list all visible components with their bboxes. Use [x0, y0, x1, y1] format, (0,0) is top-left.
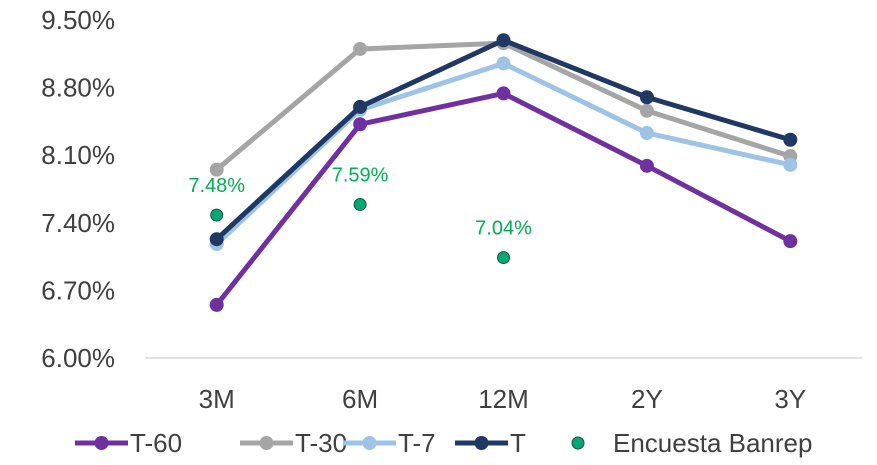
series-point-t-7 — [783, 157, 798, 172]
legend-label: T — [510, 428, 526, 458]
legend-marker-t-30 — [259, 436, 274, 450]
series-point-t — [353, 99, 368, 114]
legend-marker-t-7 — [362, 436, 377, 450]
legend-marker-t — [474, 436, 489, 450]
series-point-t-60 — [783, 234, 798, 249]
series-line-t-60 — [214, 90, 793, 308]
series-point-t — [783, 132, 798, 147]
series-point-t-60 — [353, 117, 368, 132]
legend-label: T-60 — [130, 428, 182, 458]
legend-label: Encuesta Banrep — [613, 428, 812, 458]
series-point-t-30 — [353, 41, 368, 56]
x-tick-label: 6M — [342, 384, 378, 414]
survey-point — [497, 251, 510, 265]
y-tick-label: 8.80% — [41, 73, 115, 103]
x-tick-label: 3Y — [774, 384, 806, 414]
series-point-t-30 — [639, 103, 654, 118]
legend: T-60 T-30 T-7 T Encuesta Banrep — [75, 428, 812, 458]
series-lines — [209, 33, 798, 312]
survey-data-label: 7.59% — [332, 164, 389, 186]
series-point-t — [639, 90, 654, 105]
series-point-t-60 — [639, 158, 654, 173]
legend-label: T-7 — [398, 428, 436, 458]
axes: 6.00% 6.70% 7.40% 8.10% 8.80% 9.50% 3M 6M 12M 2Y 3… — [41, 5, 862, 414]
series-point-t — [496, 33, 511, 48]
series-point-t-7 — [639, 125, 654, 140]
series-point-t-7 — [496, 56, 511, 71]
y-tick-label: 9.50% — [41, 5, 115, 35]
data-labels: 7.48% 7.59% 7.04% — [188, 164, 532, 239]
legend-marker-t-60 — [94, 436, 109, 450]
survey-point — [210, 208, 224, 222]
x-tick-label: 12M — [478, 384, 529, 414]
y-tick-label: 6.00% — [41, 343, 115, 373]
series-point-t — [209, 232, 224, 247]
series-point-t-60 — [209, 297, 224, 312]
x-tick-label: 3M — [199, 384, 235, 414]
survey-data-label: 7.48% — [188, 175, 245, 197]
survey-data-label: 7.04% — [475, 218, 532, 240]
y-tick-label: 6.70% — [41, 275, 115, 305]
legend-label: T-30 — [295, 428, 347, 458]
x-tick-label: 2Y — [631, 384, 663, 414]
series-point-t-30 — [209, 162, 224, 177]
survey-point — [353, 197, 367, 211]
legend-marker-survey — [571, 436, 585, 450]
y-tick-label: 7.40% — [41, 208, 115, 238]
series-point-t-60 — [496, 86, 511, 101]
y-tick-label: 8.10% — [41, 140, 115, 170]
